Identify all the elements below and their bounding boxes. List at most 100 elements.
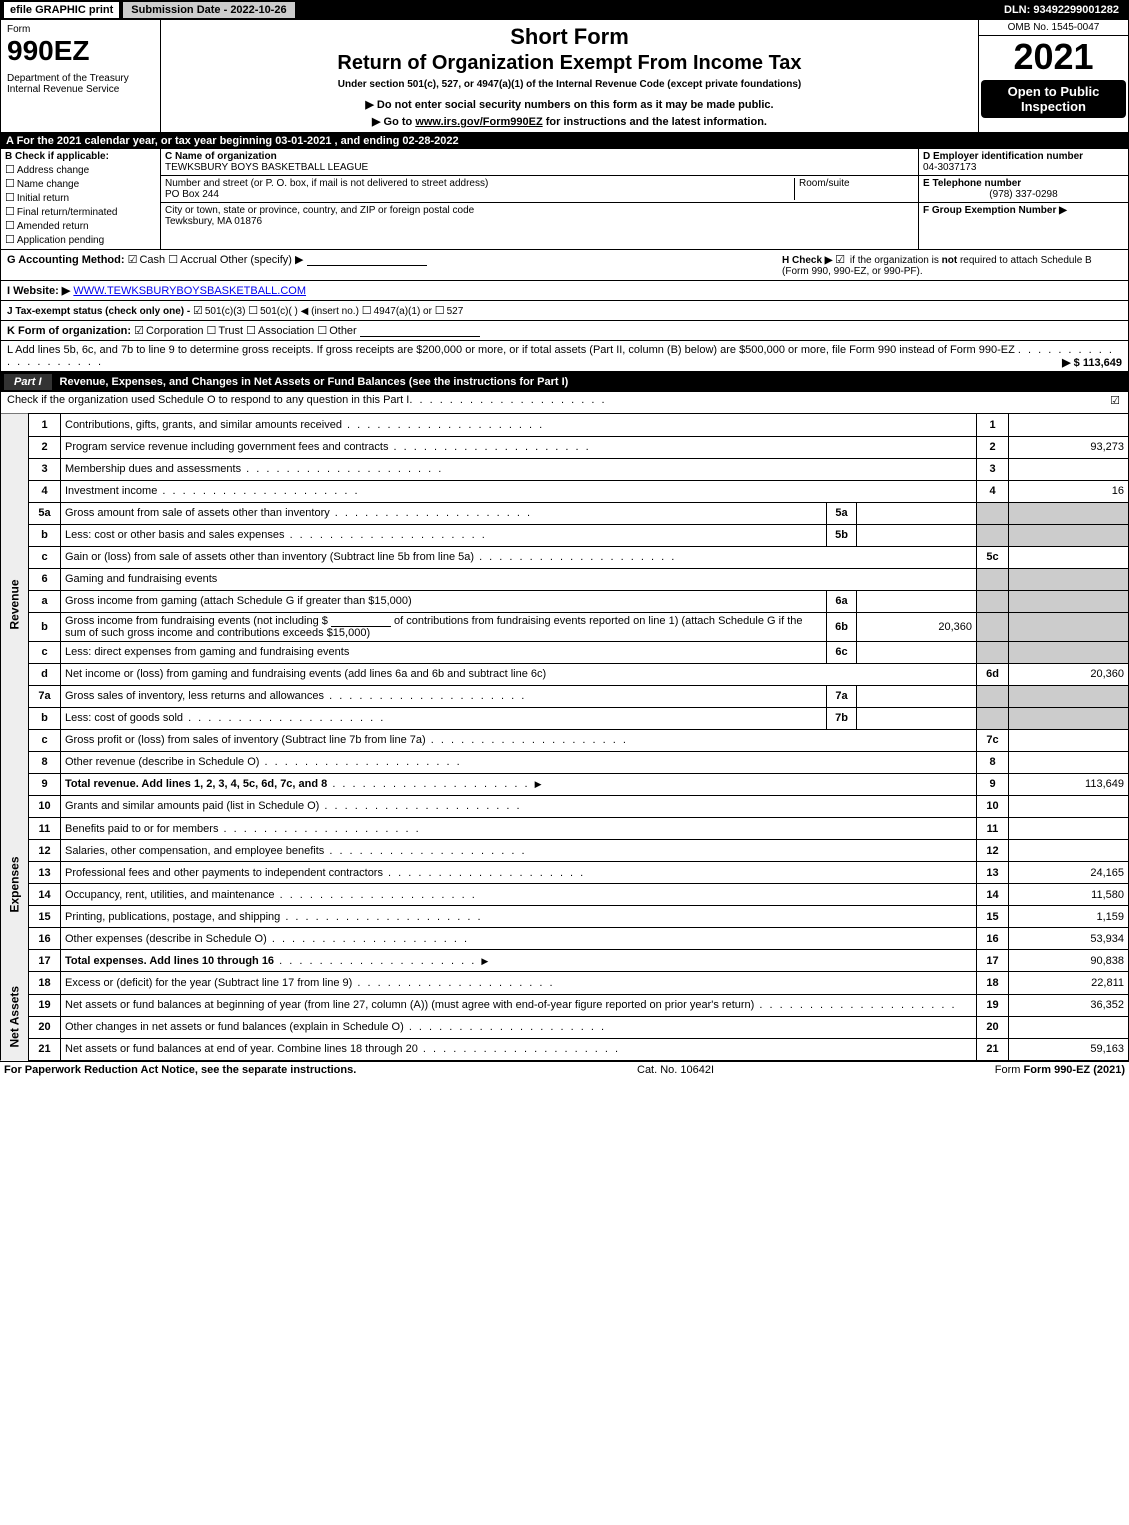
expenses-side-label: Expenses xyxy=(0,796,28,973)
section-i-website: I Website: ▶ WWW.TEWKSBURYBOYSBASKETBALL… xyxy=(0,281,1129,301)
line-13-value: 24,165 xyxy=(1009,862,1129,884)
section-bcdef: B Check if applicable: Address change Na… xyxy=(0,149,1129,250)
section-c-org: C Name of organization TEWKSBURY BOYS BA… xyxy=(161,149,918,249)
line-7a-value xyxy=(857,685,977,707)
revenue-section: Revenue 1Contributions, gifts, grants, a… xyxy=(0,414,1129,796)
line-21: 21Net assets or fund balances at end of … xyxy=(29,1038,1129,1060)
h-text1: if the organization is xyxy=(850,255,942,266)
line-6b-blank[interactable] xyxy=(331,615,391,627)
form-id-block: Form 990EZ Department of the Treasury In… xyxy=(1,20,161,132)
check-association[interactable]: Association xyxy=(246,325,314,337)
return-title: Return of Organization Exempt From Incom… xyxy=(169,52,970,75)
revenue-table: 1Contributions, gifts, grants, and simil… xyxy=(28,414,1129,796)
form-ref: Form Form 990-EZ (2021) xyxy=(995,1064,1125,1076)
net-assets-table: 18Excess or (deficit) for the year (Subt… xyxy=(28,972,1129,1061)
line-6b-value: 20,360 xyxy=(857,612,977,641)
check-amended-return[interactable]: Amended return xyxy=(5,219,156,232)
check-cash[interactable]: Cash xyxy=(128,254,166,266)
line-6a: aGross income from gaming (attach Schedu… xyxy=(29,590,1129,612)
website-link[interactable]: WWW.TEWKSBURYBOYSBASKETBALL.COM xyxy=(73,285,306,297)
line-6d: dNet income or (loss) from gaming and fu… xyxy=(29,663,1129,685)
line-9-value: 113,649 xyxy=(1009,773,1129,795)
line-7c: cGross profit or (loss) from sales of in… xyxy=(29,729,1129,751)
check-other-org[interactable]: Other xyxy=(317,325,356,337)
section-h-label: H Check ▶ xyxy=(782,255,832,266)
line-16-value: 53,934 xyxy=(1009,928,1129,950)
line-15: 15Printing, publications, postage, and s… xyxy=(29,906,1129,928)
check-corporation[interactable]: Corporation xyxy=(134,325,203,337)
check-final-return[interactable]: Final return/terminated xyxy=(5,205,156,218)
line-6a-value xyxy=(857,590,977,612)
line-5a-value xyxy=(857,502,977,524)
line-8-value xyxy=(1009,751,1129,773)
line-19-value: 36,352 xyxy=(1009,994,1129,1016)
part-1-check-row: Check if the organization used Schedule … xyxy=(0,392,1129,414)
check-501c[interactable]: 501(c)( ) ◀ (insert no.) xyxy=(248,306,359,317)
check-address-change[interactable]: Address change xyxy=(5,163,156,176)
h-text2: required to attach Schedule B xyxy=(960,255,1092,266)
line-7b: bLess: cost of goods sold7b xyxy=(29,707,1129,729)
street-value: PO Box 244 xyxy=(165,189,794,200)
other-specify-input[interactable] xyxy=(307,254,427,266)
l-text: L Add lines 5b, 6c, and 7b to line 9 to … xyxy=(7,344,1015,356)
section-a-period: A For the 2021 calendar year, or tax yea… xyxy=(0,133,1129,149)
line-5b-value xyxy=(857,524,977,546)
goto-text: ▶ Go to www.irs.gov/Form990EZ for instru… xyxy=(169,115,970,128)
form-header: Form 990EZ Department of the Treasury In… xyxy=(0,20,1129,133)
section-j-tax-status: J Tax-exempt status (check only one) - 5… xyxy=(0,301,1129,321)
line-11-value xyxy=(1009,818,1129,840)
line-12-value xyxy=(1009,840,1129,862)
street-label: Number and street (or P. O. box, if mail… xyxy=(165,178,794,189)
line-5b: bLess: cost or other basis and sales exp… xyxy=(29,524,1129,546)
line-11: 11Benefits paid to or for members11 xyxy=(29,818,1129,840)
do-not-enter-text: ▶ Do not enter social security numbers o… xyxy=(169,98,970,111)
check-schedule-b-not-required[interactable] xyxy=(835,255,847,266)
revenue-side-label: Revenue xyxy=(0,414,28,796)
line-6: 6Gaming and fundraising events xyxy=(29,568,1129,590)
expenses-table: 10Grants and similar amounts paid (list … xyxy=(28,796,1129,973)
under-section-text: Under section 501(c), 527, or 4947(a)(1)… xyxy=(169,79,970,90)
city-value: Tewksbury, MA 01876 xyxy=(165,216,914,227)
part1-dots xyxy=(409,394,1102,411)
form-year-block: OMB No. 1545-0047 2021 Open to Public In… xyxy=(978,20,1128,132)
line-3: 3Membership dues and assessments3 xyxy=(29,458,1129,480)
irs-label: Internal Revenue Service xyxy=(7,84,154,95)
line-1: 1Contributions, gifts, grants, and simil… xyxy=(29,414,1129,436)
efile-print-label[interactable]: efile GRAPHIC print xyxy=(4,2,119,18)
check-trust[interactable]: Trust xyxy=(207,325,244,337)
check-name-change[interactable]: Name change xyxy=(5,177,156,190)
check-501c3[interactable]: 501(c)(3) xyxy=(193,306,245,317)
line-8: 8Other revenue (describe in Schedule O)8 xyxy=(29,751,1129,773)
other-org-input[interactable] xyxy=(360,325,480,337)
line-6c: cLess: direct expenses from gaming and f… xyxy=(29,641,1129,663)
check-application-pending[interactable]: Application pending xyxy=(5,233,156,246)
line-14-value: 11,580 xyxy=(1009,884,1129,906)
accounting-method-label: G Accounting Method: xyxy=(7,254,125,266)
line-10: 10Grants and similar amounts paid (list … xyxy=(29,796,1129,818)
form-title-block: Short Form Return of Organization Exempt… xyxy=(161,20,978,132)
dept-label: Department of the Treasury xyxy=(7,73,154,84)
line-2: 2Program service revenue including gover… xyxy=(29,436,1129,458)
other-specify-label: Other (specify) ▶ xyxy=(220,254,304,266)
line-19: 19Net assets or fund balances at beginni… xyxy=(29,994,1129,1016)
line-17-value: 90,838 xyxy=(1009,950,1129,972)
net-assets-side-label: Net Assets xyxy=(0,972,28,1061)
form-word: Form xyxy=(7,24,154,35)
line-20-value xyxy=(1009,1016,1129,1038)
section-l-gross-receipts: L Add lines 5b, 6c, and 7b to line 9 to … xyxy=(0,341,1129,372)
line-2-value: 93,273 xyxy=(1009,436,1129,458)
check-initial-return[interactable]: Initial return xyxy=(5,191,156,204)
net-assets-section: Net Assets 18Excess or (deficit) for the… xyxy=(0,972,1129,1061)
check-4947a1[interactable]: 4947(a)(1) or xyxy=(362,306,432,317)
line-20: 20Other changes in net assets or fund ba… xyxy=(29,1016,1129,1038)
section-g-h: G Accounting Method: Cash Accrual Other … xyxy=(0,250,1129,281)
expenses-section: Expenses 10Grants and similar amounts pa… xyxy=(0,796,1129,973)
line-10-value xyxy=(1009,796,1129,818)
irs-link[interactable]: www.irs.gov/Form990EZ xyxy=(415,116,542,128)
check-schedule-o-used[interactable] xyxy=(1110,394,1122,411)
ein-value: 04-3037173 xyxy=(923,162,1124,173)
h-text3: (Form 990, 990-EZ, or 990-PF). xyxy=(782,266,923,277)
check-accrual[interactable]: Accrual xyxy=(168,254,217,266)
line-5c-value xyxy=(1009,546,1129,568)
check-527[interactable]: 527 xyxy=(435,306,464,317)
